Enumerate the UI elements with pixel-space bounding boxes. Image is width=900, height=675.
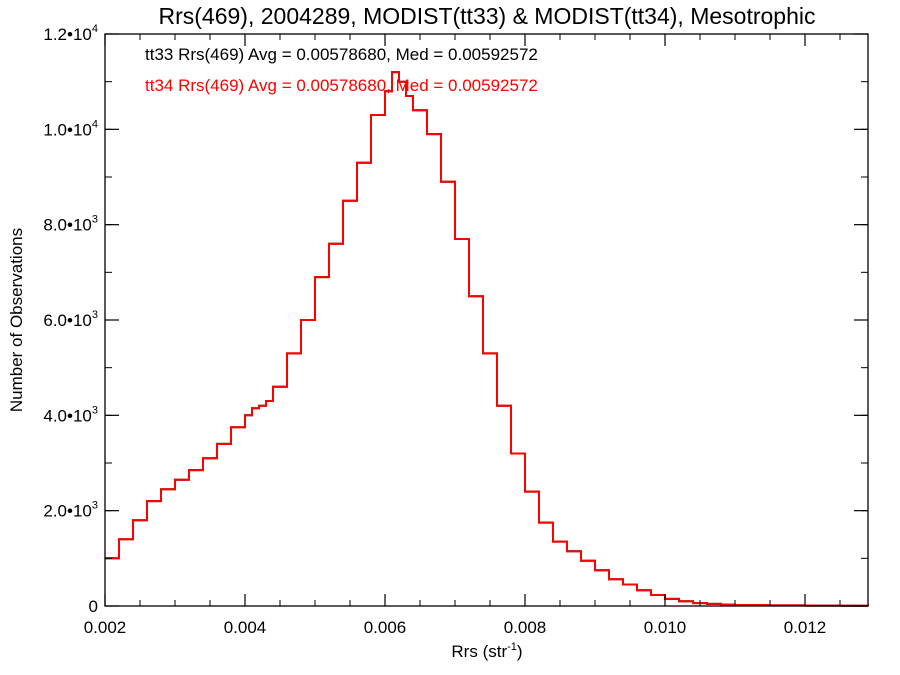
- y-tick-exponent: 3: [92, 404, 98, 416]
- y-tick-label: 1.2•104: [43, 23, 98, 44]
- y-tick-mantissa: 8.0•10: [43, 216, 92, 235]
- y-tick-mantissa: 4.0•10: [43, 406, 92, 425]
- y-tick-exponent: 3: [92, 214, 98, 226]
- x-tick-label: 0.006: [364, 618, 407, 637]
- x-tick-label: 0.008: [504, 618, 547, 637]
- y-tick-mantissa: 1.2•10: [43, 25, 92, 44]
- y-tick-mantissa: 0: [89, 597, 98, 616]
- y-tick-exponent: 3: [92, 500, 98, 512]
- x-axis-label-main: Rrs (str: [451, 642, 507, 661]
- annotation-tt33: tt33 Rrs(469) Avg = 0.00578680, Med = 0.…: [145, 45, 538, 64]
- y-tick-label: 1.0•104: [43, 118, 98, 139]
- x-axis-label-end: ): [517, 642, 523, 661]
- x-axis-label: Rrs (str-1): [451, 641, 522, 661]
- y-tick-label: 8.0•103: [43, 214, 98, 235]
- x-tick-label: 0.002: [84, 618, 127, 637]
- y-tick-label: 0: [89, 597, 98, 616]
- series-layer: [105, 71, 869, 607]
- y-tick-exponent: 3: [92, 309, 98, 321]
- y-tick-mantissa: 2.0•10: [43, 502, 92, 521]
- series-line-tt33: [105, 71, 869, 607]
- y-tick-label: 6.0•103: [43, 309, 98, 330]
- y-tick-label: 2.0•103: [43, 500, 98, 521]
- y-tick-exponent: 4: [92, 23, 98, 35]
- plot-frame: [104, 33, 869, 607]
- y-tick-mantissa: 6.0•10: [43, 311, 92, 330]
- chart-title: Rrs(469), 2004289, MODIST(tt33) & MODIST…: [159, 3, 816, 29]
- y-axis-label: Number of Observations: [7, 228, 26, 412]
- y-tick-exponent: 4: [92, 118, 98, 130]
- series-line-tt34: [105, 71, 869, 607]
- y-tick-label: 4.0•103: [43, 404, 98, 425]
- x-tick-label: 0.012: [784, 618, 827, 637]
- x-tick-label: 0.004: [224, 618, 267, 637]
- annotation-tt34: tt34 Rrs(469) Avg = 0.00578680, Med = 0.…: [145, 76, 538, 95]
- y-axis-ticks: 02.0•1034.0•1036.0•1038.0•1031.0•1041.2•…: [43, 23, 868, 616]
- x-axis-label-superscript: -1: [507, 641, 517, 653]
- y-tick-mantissa: 1.0•10: [43, 120, 92, 139]
- x-tick-label: 0.010: [644, 618, 687, 637]
- x-axis-ticks: 0.002 0.004 0.006 0.008 0.010 0.012: [84, 34, 841, 637]
